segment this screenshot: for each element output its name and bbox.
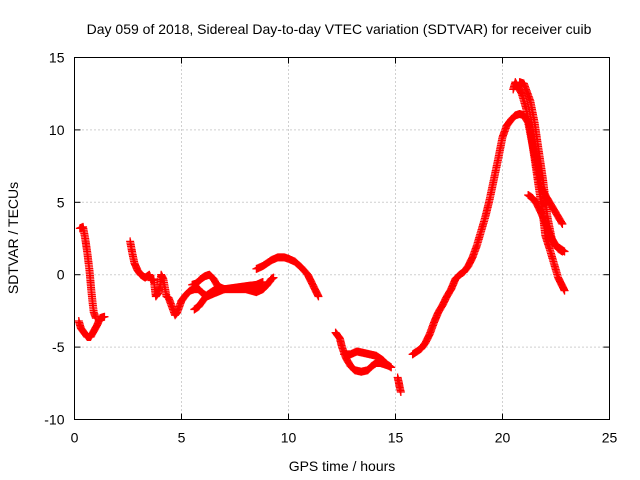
x-tick-label: 15 (388, 430, 404, 446)
data-marks (74, 78, 569, 396)
data-point (558, 247, 567, 256)
y-tick-label: -10 (44, 412, 64, 428)
x-tick-label: 25 (602, 430, 618, 446)
x-tick-label: 0 (71, 430, 79, 446)
series-seg6 (188, 270, 229, 294)
data-point (557, 218, 566, 227)
axis-ticks: 0 5 10 15 20 25 -10 -5 0 5 10 15 (44, 50, 617, 446)
series-seg10 (393, 373, 405, 396)
series-seg2 (74, 312, 109, 341)
data-point (269, 273, 278, 282)
data-point (152, 291, 161, 300)
series-seg9 (340, 347, 396, 372)
x-tick-label: 20 (495, 430, 511, 446)
y-tick-label: 15 (49, 50, 65, 66)
data-point (560, 286, 569, 295)
data-point (314, 292, 323, 301)
x-tick-label: 5 (178, 430, 186, 446)
data-point (387, 363, 396, 372)
chart-title: Day 059 of 2018, Sidereal Day-to-day VTE… (87, 21, 592, 37)
series-seg1 (75, 222, 100, 323)
data-point (396, 387, 405, 396)
series-seg3 (126, 237, 186, 320)
data-point (220, 285, 229, 294)
series-seg14 (524, 191, 567, 256)
series-seg7 (252, 253, 323, 301)
x-tick-label: 10 (281, 430, 297, 446)
y-tick-label: 10 (49, 122, 65, 138)
y-tick-label: 5 (57, 194, 65, 210)
data-point (100, 312, 109, 321)
x-axis-label: GPS time / hours (289, 458, 396, 474)
data-point (558, 220, 567, 229)
y-axis-label: SDTVAR / TECUs (5, 182, 21, 294)
y-tick-label: -5 (52, 339, 65, 355)
data-point (171, 310, 180, 319)
plot-frame (74, 57, 610, 420)
data-point (334, 332, 343, 341)
y-tick-label: 0 (57, 267, 65, 283)
series-seg13 (509, 78, 569, 295)
grid (74, 57, 610, 420)
